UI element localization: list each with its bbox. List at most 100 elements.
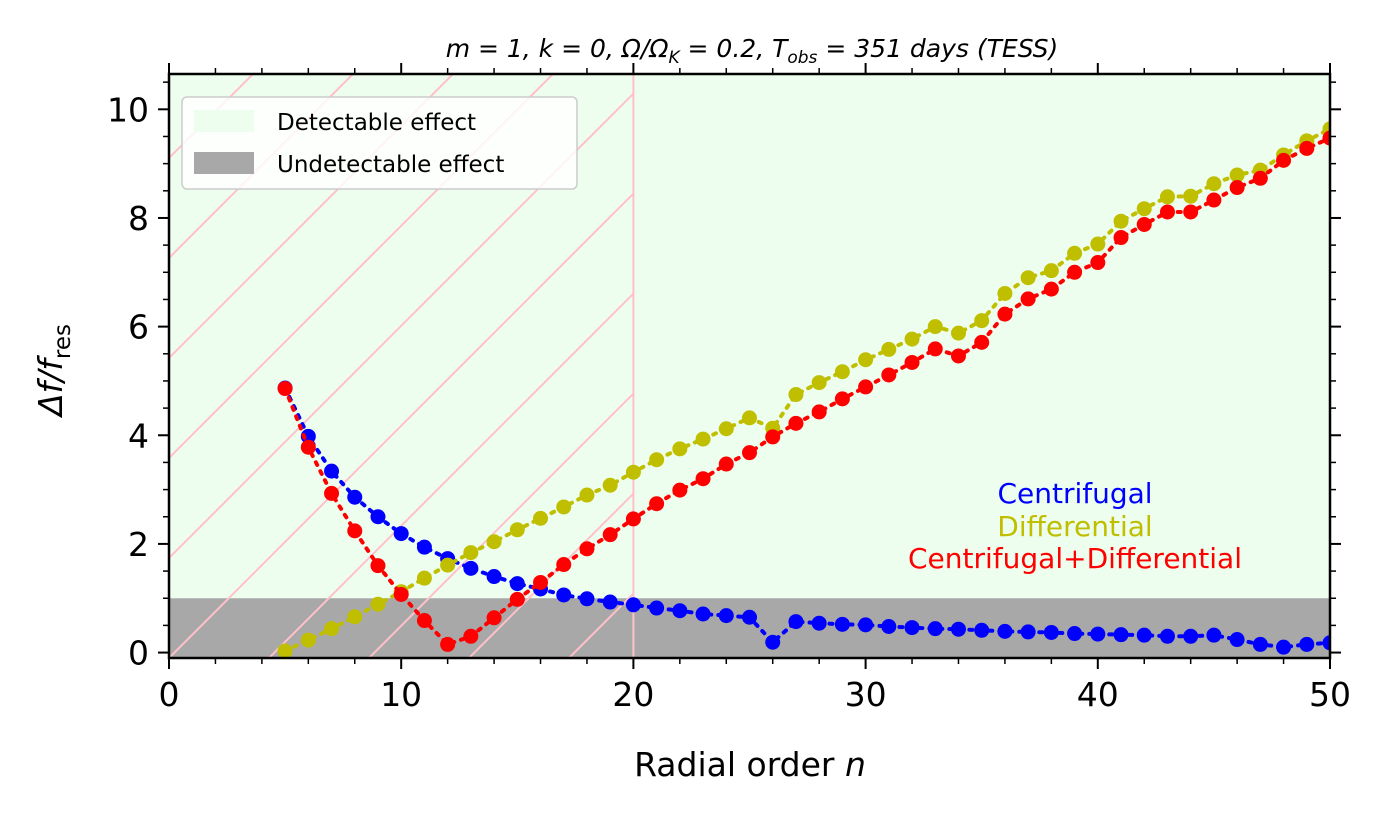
- data-point: [300, 428, 316, 444]
- data-point: [1020, 624, 1036, 640]
- data-point: [1276, 152, 1292, 168]
- series-line: [283, 126, 1330, 653]
- legend: Detectable effect Undetectable effect: [181, 96, 578, 190]
- data-point: [625, 511, 641, 527]
- hatch-line: [268, 292, 634, 658]
- data-point: [602, 527, 618, 543]
- data-point: [1159, 204, 1175, 220]
- data-point: [1229, 167, 1245, 183]
- legend-swatch-undetectable: [194, 152, 254, 174]
- data-point: [1113, 213, 1129, 229]
- data-point: [649, 452, 665, 468]
- data-point: [695, 431, 711, 447]
- data-point: [1183, 628, 1199, 644]
- data-point: [1183, 204, 1199, 220]
- data-point: [1299, 140, 1315, 156]
- data-point: [811, 375, 827, 391]
- x-tick-label: 30: [845, 675, 887, 714]
- data-point: [1322, 635, 1330, 651]
- data-point: [533, 510, 549, 526]
- data-point: [997, 306, 1013, 322]
- data-point: [277, 381, 293, 397]
- data-point: [393, 526, 409, 542]
- data-point: [695, 471, 711, 487]
- plot-frame: [167, 72, 1332, 660]
- y-tick-label: 6: [128, 308, 149, 347]
- data-point: [324, 621, 340, 637]
- y-tick-label: 10: [107, 90, 149, 129]
- data-point: [1229, 180, 1245, 196]
- data-point: [672, 441, 688, 457]
- data-point: [1206, 176, 1222, 192]
- data-point: [1067, 264, 1083, 280]
- data-point: [1206, 627, 1222, 643]
- data-point: [1043, 624, 1059, 640]
- data-point: [742, 445, 757, 461]
- data-point: [1136, 216, 1152, 232]
- data-point: [347, 523, 363, 539]
- data-point: [927, 621, 943, 637]
- data-point: [1252, 636, 1268, 652]
- data-point: [277, 643, 293, 658]
- data-point: [625, 464, 641, 480]
- data-point: [881, 341, 897, 357]
- data-point: [463, 628, 479, 644]
- data-point: [556, 557, 572, 573]
- data-point: [393, 586, 409, 602]
- data-point: [718, 456, 734, 472]
- data-point: [324, 463, 340, 479]
- data-point: [1229, 632, 1245, 648]
- legend-label-detectable: Detectable effect: [277, 110, 476, 136]
- data-point: [1136, 627, 1152, 643]
- data-point: [347, 489, 363, 505]
- annotation-differential: Differential: [997, 510, 1152, 543]
- data-point: [1113, 230, 1129, 246]
- data-point: [858, 379, 874, 395]
- x-tick-label: 10: [380, 675, 422, 714]
- data-point: [509, 576, 525, 592]
- data-point: [347, 609, 363, 625]
- y-tick-label: 0: [128, 634, 149, 673]
- x-tick-label: 20: [612, 675, 654, 714]
- legend-frame: [181, 96, 578, 190]
- data-point: [811, 615, 827, 631]
- data-point: [324, 485, 340, 501]
- data-point: [556, 587, 572, 603]
- data-point: [579, 591, 595, 607]
- data-point: [834, 364, 850, 380]
- data-point: [1067, 626, 1083, 642]
- data-point: [858, 352, 874, 368]
- data-point: [672, 603, 688, 619]
- data-point: [974, 622, 990, 638]
- data-point: [370, 558, 386, 574]
- y-tick-label: 4: [128, 416, 149, 455]
- series-line: [283, 386, 1330, 650]
- data-point: [1322, 130, 1330, 146]
- data-point: [1136, 201, 1152, 217]
- series-centrifugal-differential: [277, 130, 1330, 652]
- hatch-line: [0, 74, 153, 658]
- data-point: [440, 557, 456, 573]
- undetectable-region: [169, 598, 1330, 658]
- data-point: [904, 331, 920, 347]
- legend-label-undetectable: Undetectable effect: [277, 152, 504, 178]
- hatch-line: [169, 192, 634, 658]
- data-point: [1020, 270, 1036, 286]
- data-point: [718, 608, 734, 624]
- data-point: [649, 496, 665, 512]
- data-point: [1206, 192, 1222, 208]
- data-point: [1276, 639, 1292, 655]
- data-point: [1043, 263, 1059, 279]
- data-point: [974, 313, 990, 329]
- data-point: [881, 367, 897, 383]
- data-point: [370, 596, 386, 612]
- data-point: [904, 354, 920, 370]
- data-point: [1020, 291, 1036, 307]
- data-point: [625, 597, 641, 613]
- data-point: [672, 482, 688, 498]
- data-point: [463, 545, 479, 561]
- data-point: [834, 616, 850, 632]
- data-point: [509, 522, 525, 538]
- data-point: [904, 620, 920, 636]
- data-point: [1159, 628, 1175, 644]
